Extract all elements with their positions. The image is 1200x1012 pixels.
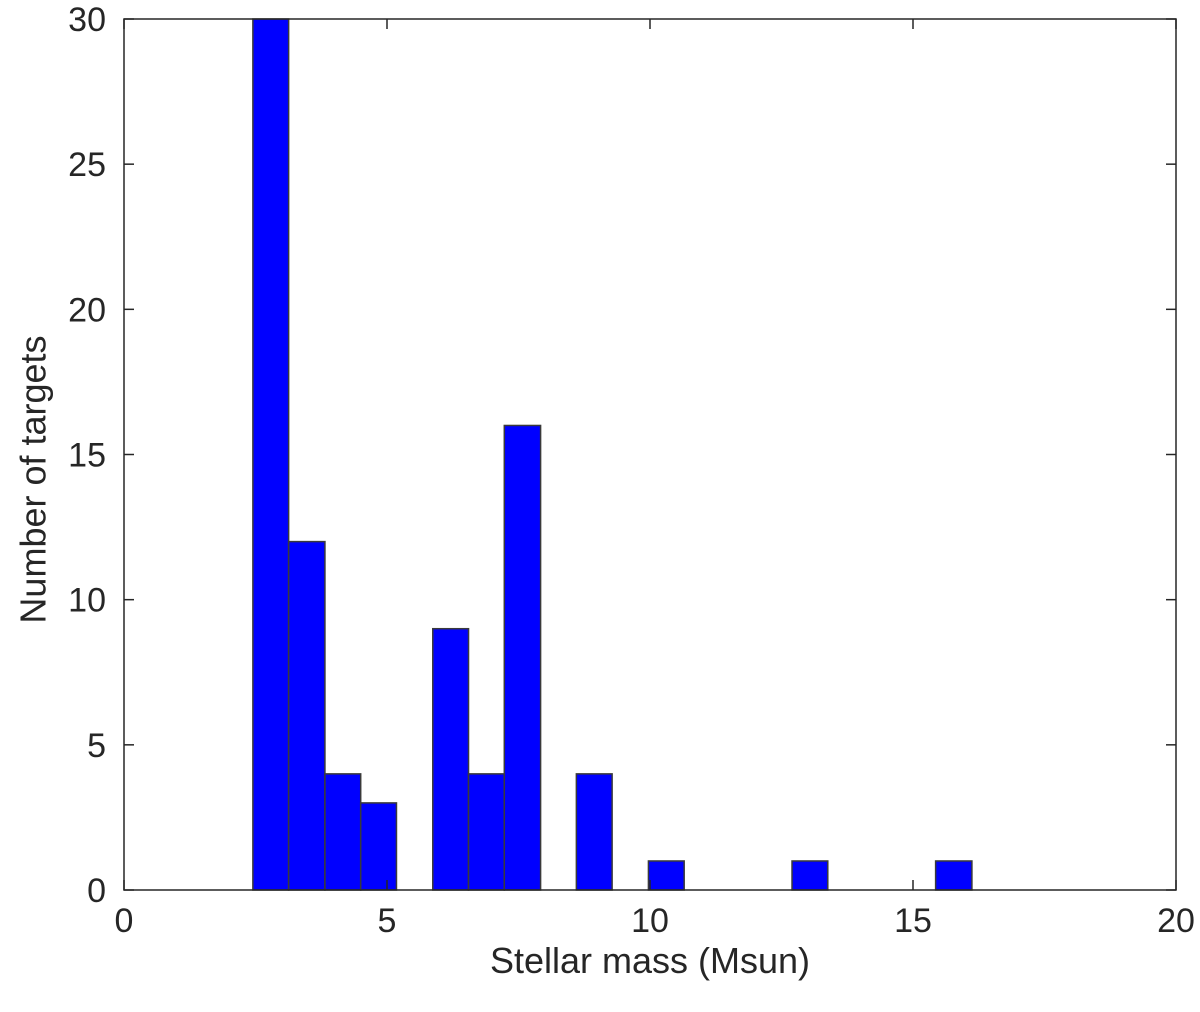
histogram-bar-10 bbox=[934, 860, 973, 891]
y-tick-label-5: 25 bbox=[68, 146, 106, 184]
x-tick-label-2: 10 bbox=[631, 902, 669, 940]
histogram-bar-6 bbox=[503, 424, 542, 891]
histogram-bar-7 bbox=[575, 773, 613, 891]
histogram-bar-9 bbox=[791, 860, 829, 891]
histogram-bar-3 bbox=[359, 802, 398, 891]
y-axis-label: Number of targets bbox=[13, 335, 54, 623]
y-tick-label-2: 10 bbox=[68, 582, 106, 620]
y-tick-label-4: 20 bbox=[68, 291, 106, 329]
histogram-bar-2 bbox=[324, 773, 362, 891]
ticks-layer bbox=[123, 18, 1177, 891]
y-tick-label-1: 5 bbox=[87, 727, 106, 765]
bars-layer bbox=[252, 18, 973, 891]
y-tick-label-0: 0 bbox=[87, 872, 106, 910]
histogram-bar-8 bbox=[647, 860, 685, 891]
histogram-bar-5 bbox=[467, 773, 506, 891]
x-tick-label-0: 0 bbox=[115, 902, 134, 940]
histogram-bar-4 bbox=[432, 627, 470, 891]
x-tick-label-3: 15 bbox=[894, 902, 932, 940]
x-tick-label-4: 20 bbox=[1157, 902, 1195, 940]
x-axis-label: Stellar mass (Msun) bbox=[490, 940, 810, 981]
y-tick-label-3: 15 bbox=[68, 437, 106, 475]
x-tick-label-1: 5 bbox=[378, 902, 397, 940]
histogram-bar-1 bbox=[287, 540, 326, 891]
histogram-bar-0 bbox=[252, 18, 290, 891]
tick-labels-layer: 0 5 10 15 20 0 5 10 15 20 25 30 bbox=[68, 1, 1195, 940]
y-tick-label-6: 30 bbox=[68, 1, 106, 39]
